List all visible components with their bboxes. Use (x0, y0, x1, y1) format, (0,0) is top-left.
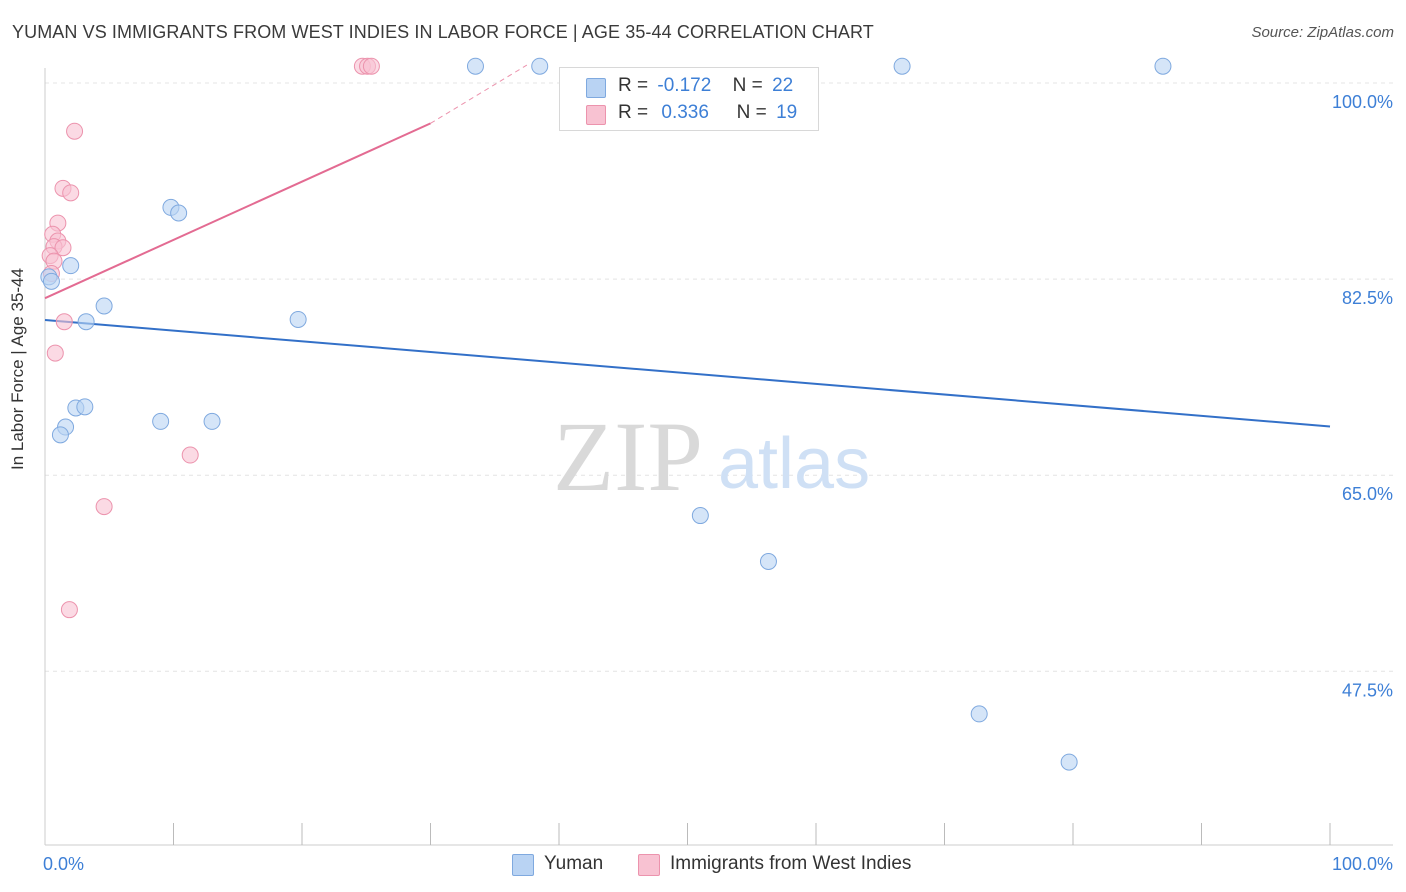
series-label-west-indies: Immigrants from West Indies (670, 853, 912, 874)
legend-n-label: N = (736, 102, 767, 123)
series-swatch-yuman (512, 854, 534, 876)
chart-title: YUMAN VS IMMIGRANTS FROM WEST INDIES IN … (12, 22, 874, 42)
legend-swatch-west-indies (586, 105, 606, 125)
watermark: ZIP atlas (553, 401, 870, 512)
legend-r-label: R = (618, 75, 649, 96)
legend-n-value-west-indies: 19 (776, 102, 798, 123)
data-point-yuman (1060, 753, 1078, 771)
legend-r-value-west-indies: 0.336 (661, 102, 709, 123)
data-point-yuman (51, 426, 69, 444)
data-point-yuman (970, 705, 988, 723)
y-tick-label: 82.5% (1342, 288, 1393, 308)
data-point-yuman (152, 412, 170, 430)
data-point-west-indies (362, 57, 380, 75)
series-label-yuman: Yuman (544, 853, 604, 874)
data-point-yuman (42, 272, 60, 290)
data-point-yuman (1154, 57, 1172, 75)
legend-swatch-yuman (586, 78, 606, 98)
data-point-west-indies (66, 122, 84, 140)
data-point-yuman (893, 57, 911, 75)
data-point-west-indies (95, 498, 113, 516)
trend-line-west-indies (44, 122, 431, 300)
legend-n-label: N = (732, 75, 763, 96)
axes (44, 68, 1393, 846)
data-point-yuman (759, 552, 777, 570)
data-point-west-indies (46, 344, 64, 362)
data-point-west-indies (181, 446, 199, 464)
data-point-yuman (170, 204, 188, 222)
data-point-yuman (62, 257, 80, 275)
data-point-yuman (691, 507, 709, 525)
legend-r-value-yuman: -0.172 (657, 75, 712, 96)
data-point-west-indies (55, 313, 73, 331)
tick-labels: 100.0% 82.5% 65.0% 47.5% 0.0% 100.0% (43, 92, 1393, 874)
data-point-yuman (531, 57, 549, 75)
data-point-west-indies (62, 184, 80, 202)
legend-r-label: R = (618, 102, 649, 123)
y-tick-label: 47.5% (1342, 680, 1393, 700)
series-legend: Yuman Immigrants from West Indies (0, 852, 1406, 878)
watermark-zip: ZIP (553, 401, 703, 512)
data-point-yuman (203, 412, 221, 430)
data-points (40, 57, 1172, 771)
y-tick-label: 65.0% (1342, 484, 1393, 504)
legend-n-value-yuman: 22 (772, 75, 794, 96)
data-point-yuman (76, 398, 94, 416)
correlation-legend: R = -0.172 N = 22 R = 0.336 N = 19 (559, 67, 819, 131)
x-tick-label-min: 0.0% (43, 854, 84, 874)
y-axis-label: In Labor Force | Age 35-44 (8, 268, 27, 470)
source-label: Source: ZipAtlas.com (1251, 24, 1394, 41)
data-point-yuman (289, 310, 307, 328)
trend-lines (44, 64, 1331, 428)
gridlines (45, 82, 1393, 672)
x-tick-label-max: 100.0% (1332, 854, 1393, 874)
trend-line-yuman (44, 319, 1331, 428)
trend-line-west-indies-extension (430, 64, 528, 124)
y-tick-label: 100.0% (1332, 92, 1393, 112)
data-point-west-indies (60, 601, 78, 619)
data-point-west-indies (54, 239, 72, 257)
data-point-yuman (466, 57, 484, 75)
data-point-yuman (95, 297, 113, 315)
watermark-atlas: atlas (718, 424, 870, 504)
data-point-yuman (77, 313, 95, 331)
series-swatch-west-indies (638, 854, 660, 876)
